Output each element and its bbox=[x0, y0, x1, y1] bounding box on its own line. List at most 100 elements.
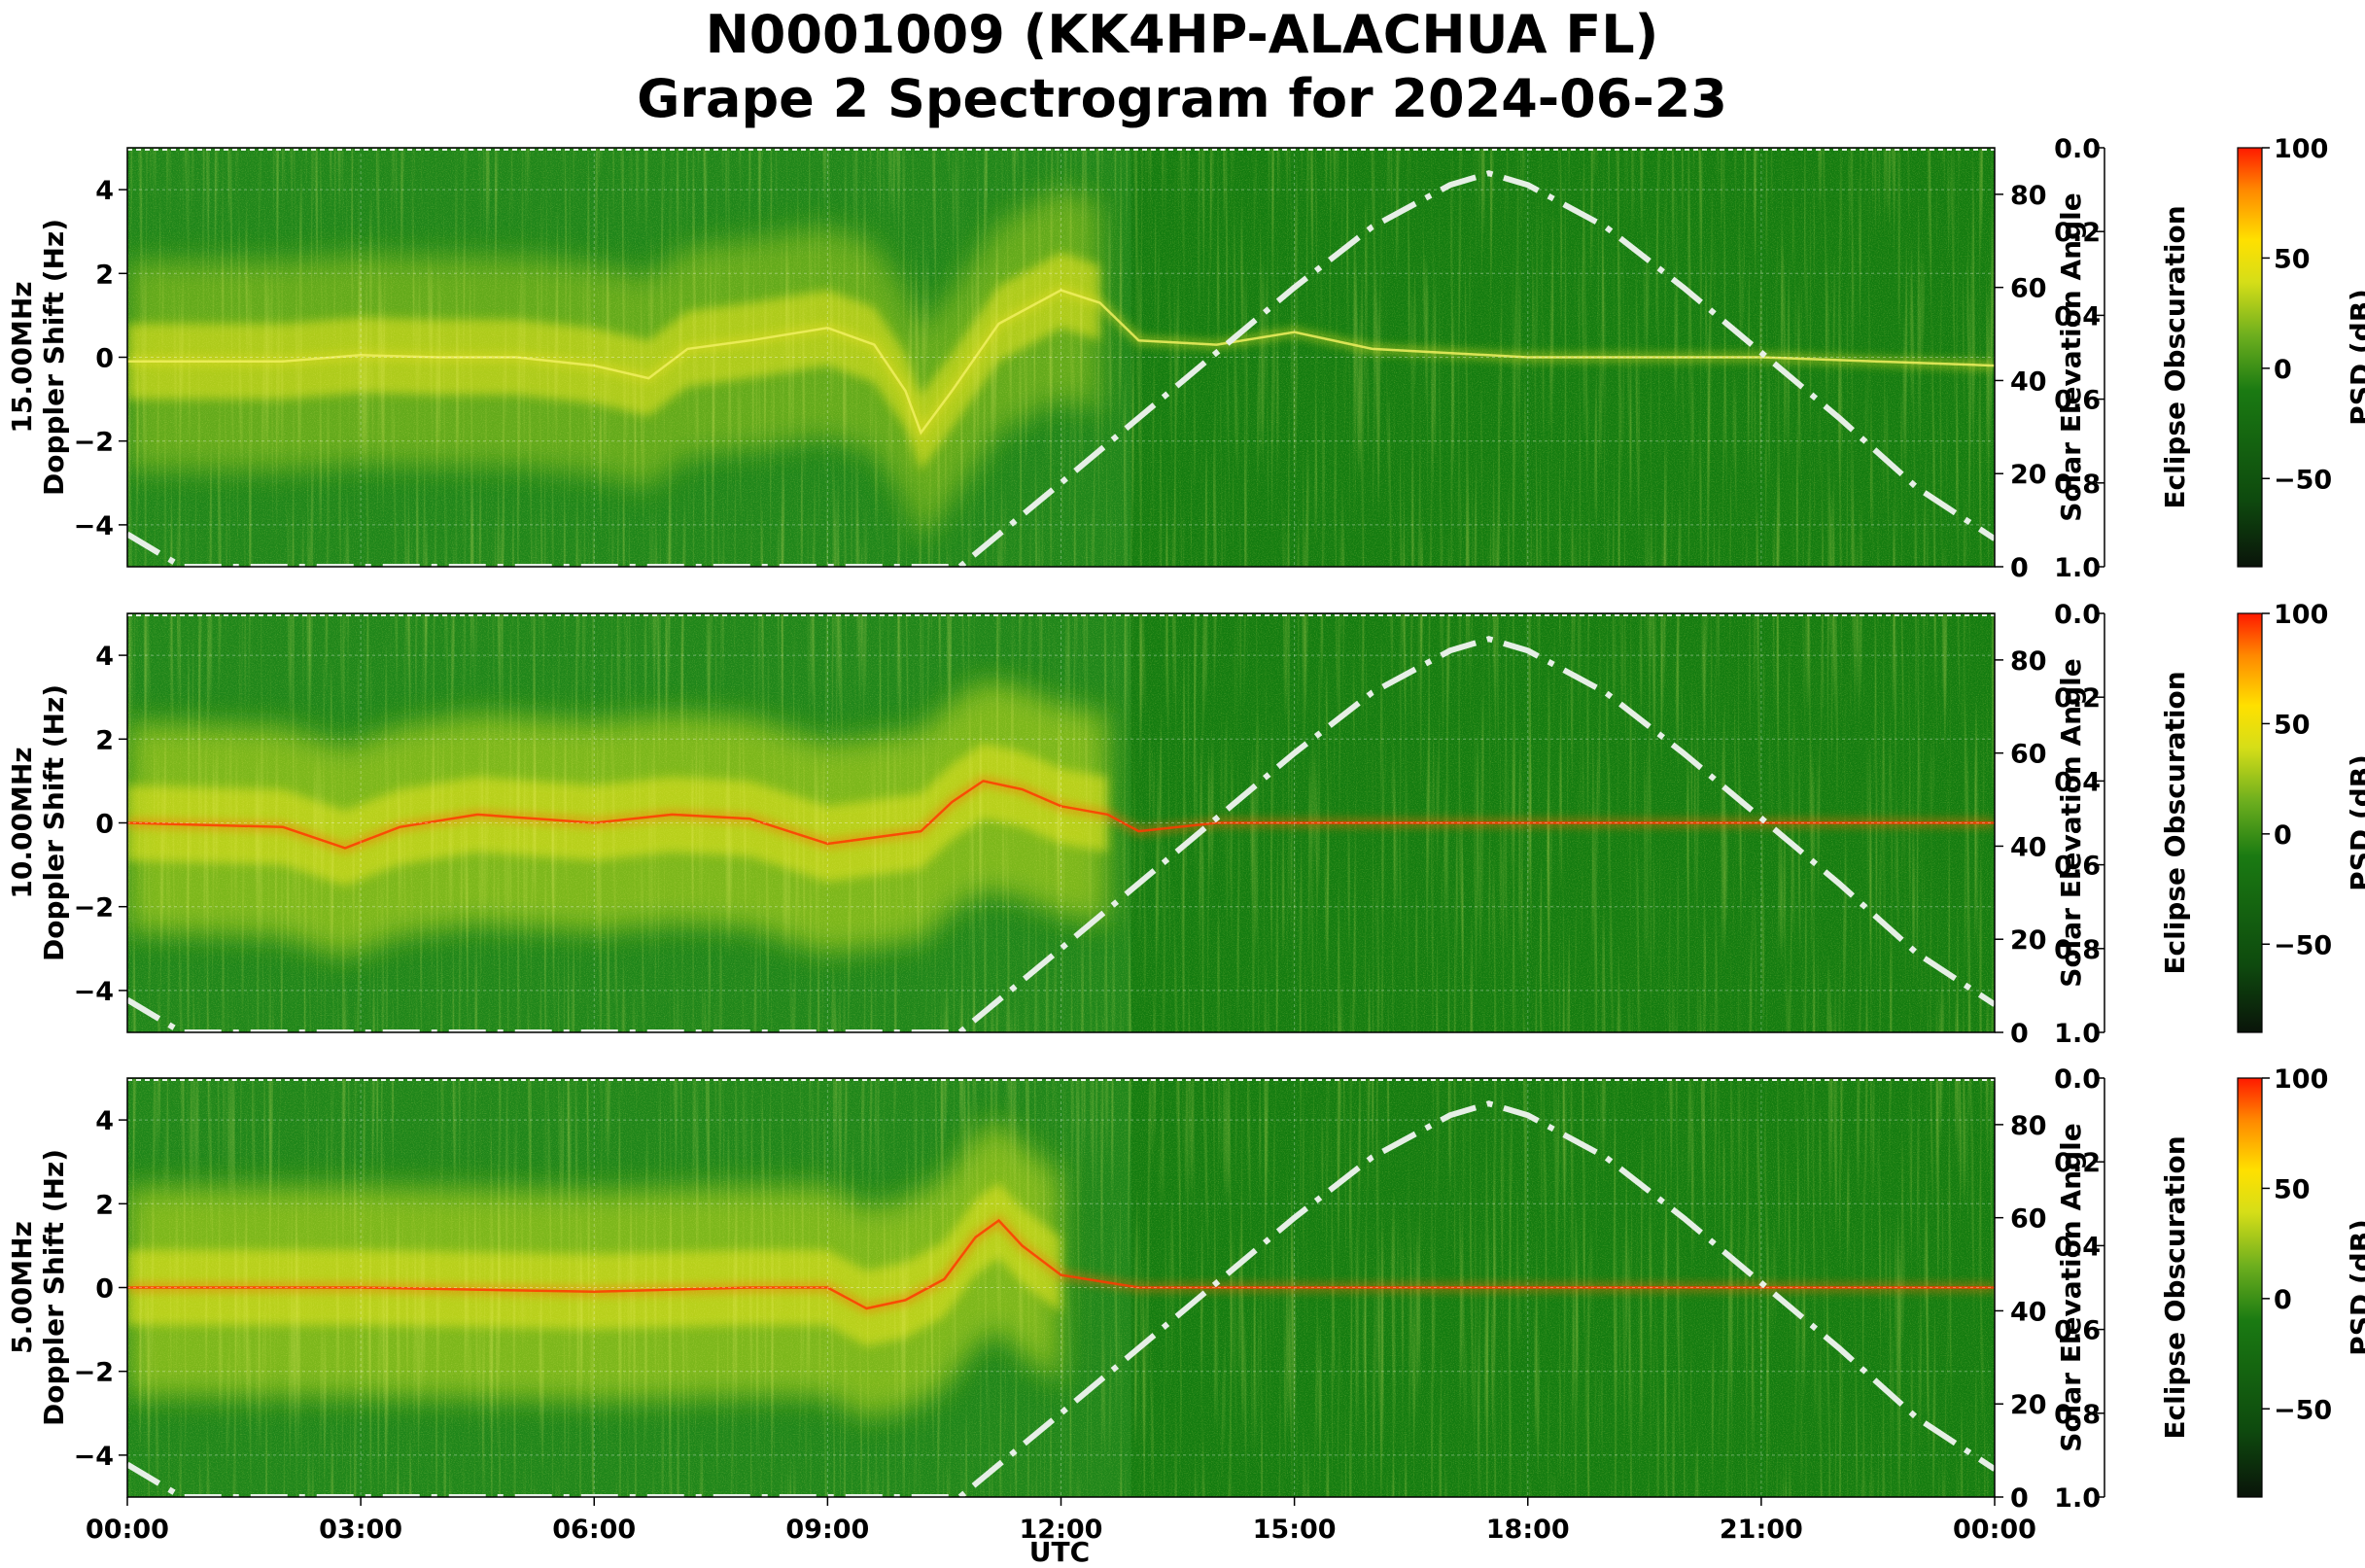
doppler-tick-label: −4 bbox=[74, 1442, 114, 1472]
colorbar-tick-label: 50 bbox=[2274, 710, 2311, 740]
elevation-tick-label: 20 bbox=[2010, 925, 2047, 956]
x-axis-label: UTC bbox=[1029, 1536, 1090, 1568]
obscuration-tick-label: 1.0 bbox=[2054, 1483, 2101, 1514]
spectrogram-area bbox=[127, 148, 1995, 567]
x-tick-label: 03:00 bbox=[319, 1515, 402, 1545]
doppler-axis-label: 15.00MHzDoppler Shift (Hz) bbox=[6, 219, 70, 496]
obscuration-tick-label: 0.0 bbox=[2054, 134, 2101, 164]
x-tick-label: 15:00 bbox=[1253, 1515, 1337, 1545]
obscuration-tick-label: 0.2 bbox=[2054, 683, 2101, 714]
colorbar-tick-label: 50 bbox=[2274, 1174, 2311, 1204]
x-tick-label: 00:00 bbox=[86, 1515, 169, 1545]
obscuration-tick-label: 0.4 bbox=[2054, 301, 2101, 331]
x-tick-label: 12:00 bbox=[1020, 1515, 1103, 1545]
doppler-axis-label: 5.00MHzDoppler Shift (Hz) bbox=[6, 1149, 70, 1426]
doppler-tick-label: 2 bbox=[95, 1190, 114, 1220]
elevation-axis-label: Solar Elevation Angle bbox=[2055, 1123, 2087, 1451]
obscuration-axis-label: Eclipse Obscuration bbox=[2159, 1135, 2191, 1439]
doppler-tick-label: 4 bbox=[95, 176, 114, 206]
carrier-trace bbox=[127, 289, 1995, 436]
elevation-tick-label: 60 bbox=[2010, 274, 2047, 304]
solar-elevation-curve bbox=[127, 170, 1995, 567]
obscuration-tick-label: 0.0 bbox=[2054, 1064, 2101, 1095]
colorbar-tick-label: −50 bbox=[2274, 1395, 2332, 1425]
x-tick-label: 09:00 bbox=[785, 1515, 869, 1545]
chart-title-line2: Grape 2 Spectrogram for 2024-06-23 bbox=[637, 68, 1727, 129]
panel-2: 420−2−410.00MHzDoppler Shift (Hz)8060402… bbox=[6, 600, 2365, 1049]
obscuration-tick-label: 0.0 bbox=[2054, 600, 2101, 630]
x-tick-label: 18:00 bbox=[1486, 1515, 1570, 1545]
colorbar-tick-label: 0 bbox=[2274, 1285, 2292, 1315]
elevation-tick-label: 80 bbox=[2010, 1111, 2047, 1141]
colorbar-tick-label: 50 bbox=[2274, 244, 2311, 274]
doppler-tick-label: −2 bbox=[74, 1358, 114, 1388]
colorbar-label: PSD (dB) bbox=[2345, 289, 2365, 426]
colorbar-label: PSD (dB) bbox=[2345, 754, 2365, 891]
elevation-tick-label: 40 bbox=[2010, 366, 2047, 397]
doppler-axis-label: 10.00MHzDoppler Shift (Hz) bbox=[6, 684, 70, 961]
elevation-tick-label: 20 bbox=[2010, 1390, 2047, 1420]
elevation-tick-label: 80 bbox=[2010, 646, 2047, 677]
colorbar-tick-label: 0 bbox=[2274, 355, 2292, 385]
elevation-tick-label: 0 bbox=[2010, 1483, 2029, 1514]
elevation-axis-label: Solar Elevation Angle bbox=[2055, 192, 2087, 521]
colorbar-tick-label: 100 bbox=[2274, 600, 2328, 630]
doppler-tick-label: 0 bbox=[95, 344, 114, 374]
doppler-axis-label-line: Doppler Shift (Hz) bbox=[38, 1149, 70, 1426]
obscuration-tick-label: 0.2 bbox=[2054, 1148, 2101, 1178]
psd-colorbar bbox=[2237, 147, 2263, 568]
x-tick-label: 00:00 bbox=[1953, 1515, 2036, 1545]
doppler-tick-label: 2 bbox=[95, 725, 114, 755]
doppler-axis-label-line: 10.00MHz bbox=[6, 747, 38, 898]
obscuration-axis-label: Eclipse Obscuration bbox=[2159, 671, 2191, 974]
obscuration-tick-label: 0.8 bbox=[2054, 935, 2101, 965]
elevation-tick-label: 0 bbox=[2010, 553, 2029, 583]
panel-1: 420−2−415.00MHzDoppler Shift (Hz)8060402… bbox=[6, 134, 2365, 583]
elevation-tick-label: 0 bbox=[2010, 1019, 2029, 1049]
doppler-tick-label: 2 bbox=[95, 260, 114, 290]
elevation-tick-label: 20 bbox=[2010, 460, 2047, 490]
doppler-tick-label: −4 bbox=[74, 511, 114, 541]
doppler-tick-label: −4 bbox=[74, 977, 114, 1007]
elevation-tick-label: 40 bbox=[2010, 832, 2047, 862]
spectrogram-area bbox=[127, 613, 1995, 1032]
x-tick-label: 21:00 bbox=[1720, 1515, 1803, 1545]
colorbar-tick-label: −50 bbox=[2274, 930, 2332, 960]
doppler-tick-label: 4 bbox=[95, 642, 114, 672]
carrier-trace bbox=[127, 780, 1995, 850]
obscuration-tick-label: 0.8 bbox=[2054, 470, 2101, 500]
x-tick-label: 06:00 bbox=[552, 1515, 636, 1545]
doppler-axis-label-line: Doppler Shift (Hz) bbox=[38, 684, 70, 961]
obscuration-tick-label: 0.4 bbox=[2054, 1232, 2101, 1262]
colorbar-tick-label: 100 bbox=[2274, 134, 2328, 164]
panel-3: 420−2−45.00MHzDoppler Shift (Hz)80604020… bbox=[6, 1064, 2365, 1545]
doppler-tick-label: 0 bbox=[95, 810, 114, 840]
obscuration-tick-label: 0.6 bbox=[2054, 1316, 2101, 1346]
doppler-tick-label: 0 bbox=[95, 1274, 114, 1305]
elevation-tick-label: 40 bbox=[2010, 1297, 2047, 1327]
obscuration-tick-label: 0.6 bbox=[2054, 386, 2101, 416]
obscuration-tick-label: 0.4 bbox=[2054, 767, 2101, 797]
carrier-trace bbox=[127, 1218, 1995, 1310]
obscuration-tick-label: 0.8 bbox=[2054, 1400, 2101, 1430]
obscuration-tick-label: 0.2 bbox=[2054, 218, 2101, 248]
obscuration-axis-label: Eclipse Obscuration bbox=[2159, 205, 2191, 508]
colorbar-tick-label: 0 bbox=[2274, 820, 2292, 851]
obscuration-tick-label: 1.0 bbox=[2054, 553, 2101, 583]
doppler-tick-label: −2 bbox=[74, 428, 114, 458]
solar-elevation-curve bbox=[127, 636, 1995, 1032]
doppler-tick-label: −2 bbox=[74, 893, 114, 923]
colorbar-tick-label: −50 bbox=[2274, 465, 2332, 495]
psd-colorbar bbox=[2237, 1077, 2263, 1498]
elevation-tick-label: 60 bbox=[2010, 740, 2047, 770]
elevation-axis-label: Solar Elevation Angle bbox=[2055, 658, 2087, 987]
doppler-axis-label-line: Doppler Shift (Hz) bbox=[38, 219, 70, 496]
psd-colorbar bbox=[2237, 612, 2263, 1033]
solar-elevation-curve bbox=[127, 1100, 1995, 1497]
spectrogram-area bbox=[127, 1078, 1995, 1497]
colorbar-label: PSD (dB) bbox=[2345, 1219, 2365, 1356]
elevation-tick-label: 80 bbox=[2010, 181, 2047, 211]
obscuration-tick-label: 0.6 bbox=[2054, 852, 2101, 882]
chart-title-line1: N0001009 (KK4HP-ALACHUA FL) bbox=[706, 4, 1659, 65]
